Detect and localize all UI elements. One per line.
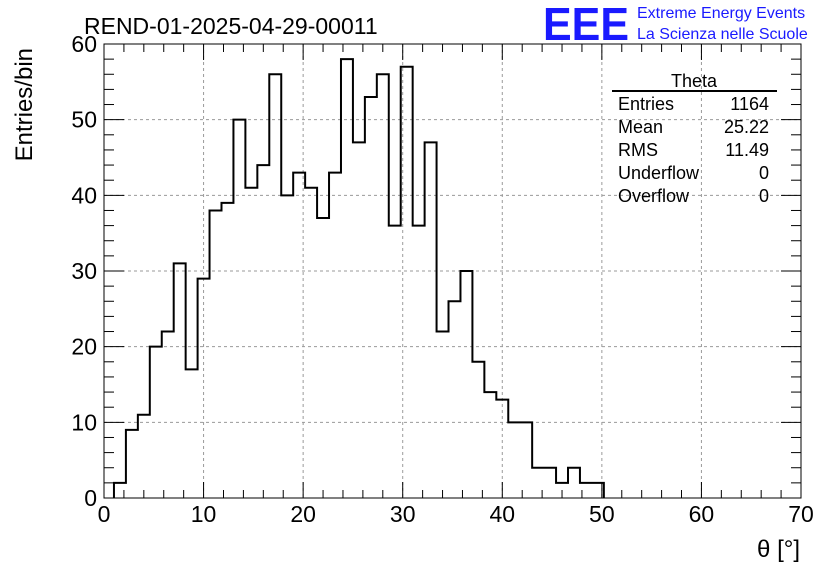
logo-subtitle-2: La Scienza nelle Scuole bbox=[637, 26, 808, 43]
run-title: REND-01-2025-04-29-00011 bbox=[84, 13, 378, 39]
histogram-bin bbox=[484, 392, 496, 498]
histogram-bin bbox=[245, 188, 257, 498]
x-tick-label: 70 bbox=[788, 501, 814, 527]
histogram-bins bbox=[114, 59, 604, 498]
stats-box: Theta Entries 1164 Mean 25.22 RMS 11.49 Underf… bbox=[612, 71, 777, 206]
histogram-bin bbox=[437, 332, 449, 498]
histogram-bin bbox=[186, 369, 198, 498]
histogram-bin bbox=[126, 430, 138, 498]
histogram-bin bbox=[138, 415, 150, 498]
y-tick-label: 30 bbox=[71, 258, 97, 284]
histogram-bin bbox=[389, 226, 401, 498]
histogram-bin bbox=[257, 165, 269, 498]
y-tick-label: 40 bbox=[71, 182, 97, 208]
x-axis-label: θ [°] bbox=[757, 536, 800, 563]
grid-lines bbox=[104, 44, 801, 498]
stats-label: RMS bbox=[618, 140, 658, 160]
stats-label: Overflow bbox=[618, 186, 690, 206]
histogram-bin bbox=[329, 173, 341, 498]
histogram-bin bbox=[210, 210, 222, 498]
x-tick-label: 20 bbox=[290, 501, 316, 527]
histogram-bin bbox=[544, 468, 556, 498]
stats-label: Entries bbox=[618, 94, 674, 114]
histogram-bin bbox=[460, 271, 472, 498]
histogram-bin bbox=[449, 301, 461, 498]
x-tick-labels: 0 10 20 30 40 50 60 70 bbox=[98, 501, 814, 527]
histogram-bin bbox=[413, 226, 425, 498]
histogram-bin bbox=[341, 59, 353, 498]
histogram-bin bbox=[233, 120, 245, 498]
x-tick-label: 40 bbox=[489, 501, 515, 527]
stats-value: 0 bbox=[759, 186, 769, 206]
stats-value: 1164 bbox=[730, 94, 769, 114]
histogram-outline bbox=[112, 58, 605, 498]
histogram-bin bbox=[377, 74, 389, 498]
x-tick-label: 60 bbox=[689, 501, 715, 527]
axis-ticks bbox=[103, 43, 802, 499]
histogram-bin bbox=[365, 97, 377, 498]
x-tick-label: 50 bbox=[589, 501, 615, 527]
histogram-bin bbox=[401, 67, 413, 498]
histogram-bin bbox=[568, 468, 580, 498]
stats-value: 25.22 bbox=[724, 117, 769, 137]
histogram-bin bbox=[221, 203, 233, 498]
y-tick-label: 60 bbox=[71, 31, 97, 57]
histogram-bin bbox=[293, 173, 305, 498]
x-tick-label: 0 bbox=[98, 501, 111, 527]
histogram-bin bbox=[305, 188, 317, 498]
stats-value: 11.49 bbox=[725, 140, 769, 160]
histogram-bin bbox=[520, 422, 532, 498]
y-tick-labels: 0 10 20 30 40 50 60 bbox=[71, 31, 97, 511]
histogram-bin bbox=[162, 332, 174, 498]
stats-value: 0 bbox=[759, 163, 769, 183]
y-axis-label: Entries/bin bbox=[11, 48, 38, 161]
logo-subtitle-1: Extreme Energy Events bbox=[637, 5, 805, 22]
eee-logo: EEE bbox=[543, 0, 629, 50]
stats-title: Theta bbox=[671, 71, 718, 91]
histogram-bin bbox=[317, 218, 329, 498]
histogram-bin bbox=[508, 422, 520, 498]
y-tick-label: 10 bbox=[71, 409, 97, 435]
x-tick-label: 10 bbox=[191, 501, 217, 527]
histogram-bin bbox=[269, 74, 281, 498]
y-tick-label: 50 bbox=[71, 107, 97, 133]
y-tick-label: 20 bbox=[71, 334, 97, 360]
stats-label: Underflow bbox=[618, 163, 700, 183]
y-tick-label: 0 bbox=[84, 485, 97, 511]
histogram-bin bbox=[472, 362, 484, 498]
stats-label: Mean bbox=[618, 117, 663, 137]
histogram-bin bbox=[174, 263, 186, 498]
x-tick-label: 30 bbox=[390, 501, 416, 527]
